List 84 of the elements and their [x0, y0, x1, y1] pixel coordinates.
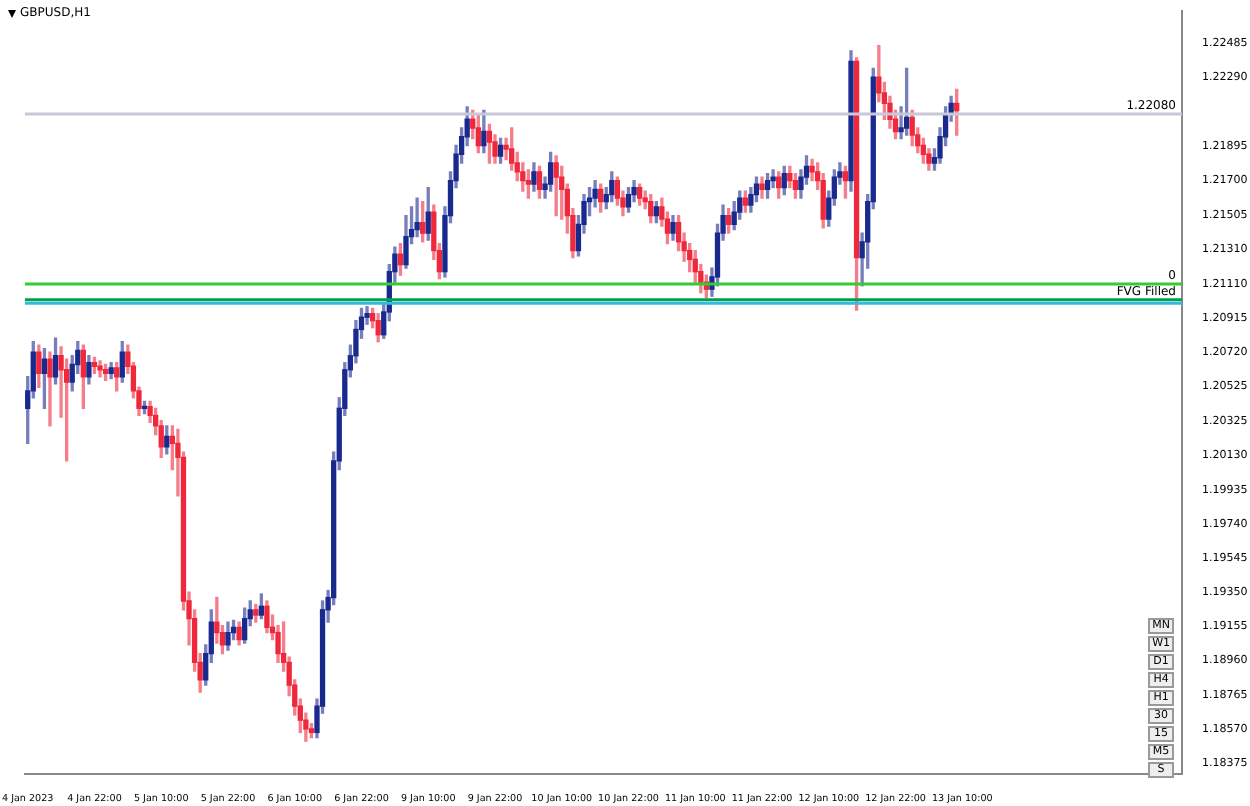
- candlestick: [798, 169, 804, 199]
- candlestick: [737, 190, 743, 220]
- candlestick: [214, 596, 220, 644]
- candlestick: [264, 600, 270, 634]
- candlestick: [898, 106, 904, 140]
- candlestick: [242, 607, 248, 644]
- candlestick: [592, 179, 598, 208]
- candlestick: [809, 158, 815, 182]
- candlestick: [80, 344, 86, 409]
- candlestick: [920, 137, 926, 164]
- candlestick: [609, 171, 615, 203]
- candlestick: [820, 172, 826, 229]
- candlestick: [748, 186, 754, 213]
- candlestick: [536, 165, 543, 199]
- candlestick: [559, 165, 565, 220]
- candlestick: [670, 214, 676, 241]
- candlestick: [86, 355, 92, 385]
- candlestick: [553, 155, 559, 217]
- candlestick: [642, 190, 648, 210]
- candlestick: [781, 165, 787, 196]
- candlestick: [375, 313, 381, 343]
- candlestick: [659, 197, 665, 227]
- candlestick: [486, 123, 493, 164]
- candlestick: [664, 211, 671, 245]
- candlestick: [397, 242, 404, 276]
- candlestick: [742, 190, 748, 213]
- candlestick: [114, 362, 120, 392]
- candlestick: [631, 179, 637, 203]
- candlestick: [41, 348, 48, 409]
- candlestick: [36, 344, 42, 388]
- candlestick: [180, 451, 187, 611]
- candlestick: [403, 214, 409, 269]
- candlestick: [520, 162, 526, 192]
- candlestick: [776, 171, 782, 199]
- candlestick: [848, 50, 854, 192]
- candlestick: [169, 425, 176, 471]
- candlestick: [253, 603, 259, 623]
- candlestick: [275, 624, 281, 664]
- candlestick: [63, 358, 70, 462]
- candlestick: [97, 360, 103, 378]
- candlestick: [842, 165, 849, 199]
- candlestick: [803, 155, 810, 185]
- candlestick: [58, 346, 64, 418]
- candlestick: [364, 306, 370, 325]
- candlestick: [614, 176, 621, 206]
- candlestick: [926, 148, 932, 171]
- candlestick: [414, 197, 420, 238]
- candlestick: [547, 151, 554, 192]
- candlestick: [770, 169, 776, 189]
- candlestick: [759, 176, 765, 199]
- candlestick: [648, 193, 654, 224]
- candlestick: [509, 127, 515, 171]
- candlestick: [725, 207, 732, 234]
- candlestick: [225, 621, 231, 651]
- candlestick: [47, 351, 53, 427]
- candlestick: [492, 134, 498, 164]
- candlestick: [420, 200, 426, 243]
- candlestick: [108, 362, 114, 380]
- candlestick: [236, 621, 242, 646]
- candlestick: [636, 183, 643, 206]
- candlestick: [303, 712, 309, 742]
- candlestick: [687, 242, 693, 273]
- candlestick: [219, 624, 226, 655]
- candlestick: [425, 186, 431, 241]
- candlestick: [764, 172, 771, 199]
- candlestick: [119, 341, 125, 383]
- candlestick: [353, 320, 359, 364]
- candlestick: [731, 200, 737, 231]
- candlestick: [481, 109, 487, 154]
- candlestick: [876, 44, 882, 103]
- candlestick: [792, 172, 799, 199]
- candlestick: [503, 137, 509, 161]
- candlestick: [625, 186, 632, 213]
- candlestick: [753, 176, 760, 203]
- candlestick: [497, 137, 504, 164]
- candlestick: [525, 169, 532, 199]
- candlestick: [586, 186, 593, 217]
- candlestick: [531, 162, 537, 192]
- candlestick: [147, 400, 153, 423]
- candlestick: [158, 419, 164, 459]
- candlestick: [514, 151, 520, 182]
- candlestick: [164, 425, 170, 455]
- candlestick: [598, 183, 604, 213]
- candlestick: [258, 593, 265, 620]
